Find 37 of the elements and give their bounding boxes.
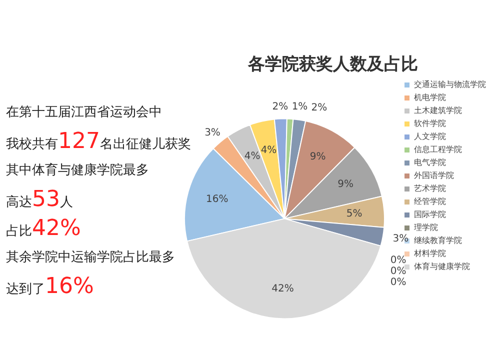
data-label: 1% <box>292 101 308 112</box>
data-label: 4% <box>244 151 260 162</box>
text: 0% <box>390 254 406 266</box>
legend-label: 交通运输与物流学院 <box>414 80 486 90</box>
data-label: 2% <box>311 102 328 114</box>
data-label: 9% <box>310 152 326 163</box>
data-label: 3% <box>204 127 220 138</box>
text: 高达53人 <box>6 187 73 212</box>
legend-label: 软件学院 <box>414 119 446 128</box>
legend-label: 电气学院 <box>414 158 446 168</box>
legend-label: 外国语学院 <box>414 171 454 180</box>
legend-label: 国际学院 <box>414 210 446 220</box>
data-label: 42% <box>272 283 294 294</box>
text: 占比42% <box>6 216 81 241</box>
data-label: 2% <box>272 101 288 112</box>
chart-title: 各学院获奖人数及占比 <box>247 54 418 75</box>
legend-label: 经管学院 <box>414 197 446 206</box>
legend-label: 土木建筑学院 <box>414 106 462 116</box>
text: 其余学院中运输学院占比最多 <box>6 250 175 265</box>
legend-label: 材料学院 <box>413 249 446 258</box>
data-label: 9% <box>338 179 354 190</box>
legend-label: 信息工程学院 <box>414 145 462 154</box>
data-label: 16% <box>206 194 228 206</box>
data-label: 3% <box>392 234 409 245</box>
legend-label: 体育与健康学院 <box>414 262 470 272</box>
text: 其中体育与健康学院最多 <box>6 163 149 178</box>
data-label: 5% <box>346 208 362 220</box>
text: 0% <box>390 266 406 277</box>
text: 我校共有127名出征健儿获奖 <box>6 129 191 154</box>
text: 在第十五届江西省运动会中 <box>6 105 162 120</box>
legend-label: 人文学院 <box>414 132 446 142</box>
legend-label: 继续教育学院 <box>414 236 462 246</box>
legend-label: 机电学院 <box>414 93 446 102</box>
legend-label: 艺术学院 <box>414 184 446 194</box>
text: 0% <box>390 276 406 288</box>
data-label: 4% <box>260 145 277 156</box>
legend-label: 理学院 <box>414 223 438 232</box>
